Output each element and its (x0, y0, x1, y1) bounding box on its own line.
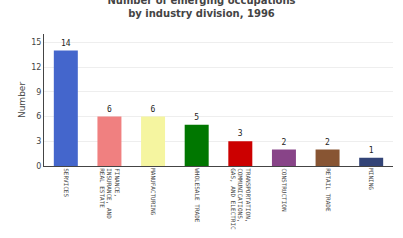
svg-text:SERVICES: SERVICES (63, 168, 70, 197)
svg-text:Number: Number (17, 82, 27, 118)
svg-text:14: 14 (61, 39, 71, 48)
svg-text:6: 6 (151, 105, 156, 114)
svg-text:2: 2 (325, 138, 330, 147)
svg-text:MINING: MINING (368, 168, 375, 190)
svg-text:Number of emerging occupations: Number of emerging occupationsby industr… (107, 0, 295, 19)
svg-text:0: 0 (36, 162, 41, 171)
svg-text:9: 9 (36, 88, 41, 97)
svg-text:1: 1 (369, 146, 374, 155)
svg-text:3: 3 (36, 137, 41, 146)
svg-text:6: 6 (107, 105, 112, 114)
svg-text:RETAIL TRADE: RETAIL TRADE (325, 168, 332, 212)
svg-text:3: 3 (238, 129, 243, 138)
svg-text:5: 5 (194, 113, 199, 122)
svg-text:2: 2 (281, 138, 286, 147)
svg-text:FINANCE,INSURANCE, ANDREAL EST: FINANCE,INSURANCE, ANDREAL ESTATE (99, 168, 122, 219)
svg-text:6: 6 (36, 112, 41, 121)
svg-text:CONSTRUCTION: CONSTRUCTION (281, 168, 288, 212)
svg-text:15: 15 (31, 38, 41, 47)
svg-text:12: 12 (31, 63, 41, 72)
svg-text:MANUFACTURING: MANUFACTURING (150, 168, 157, 215)
svg-text:TRANSPORTATION,COMMUNICATIONS,: TRANSPORTATION,COMMUNICATIONS,GAS, AND E… (230, 168, 253, 230)
svg-text:WHOLESALE TRADE: WHOLESALE TRADE (194, 168, 201, 223)
